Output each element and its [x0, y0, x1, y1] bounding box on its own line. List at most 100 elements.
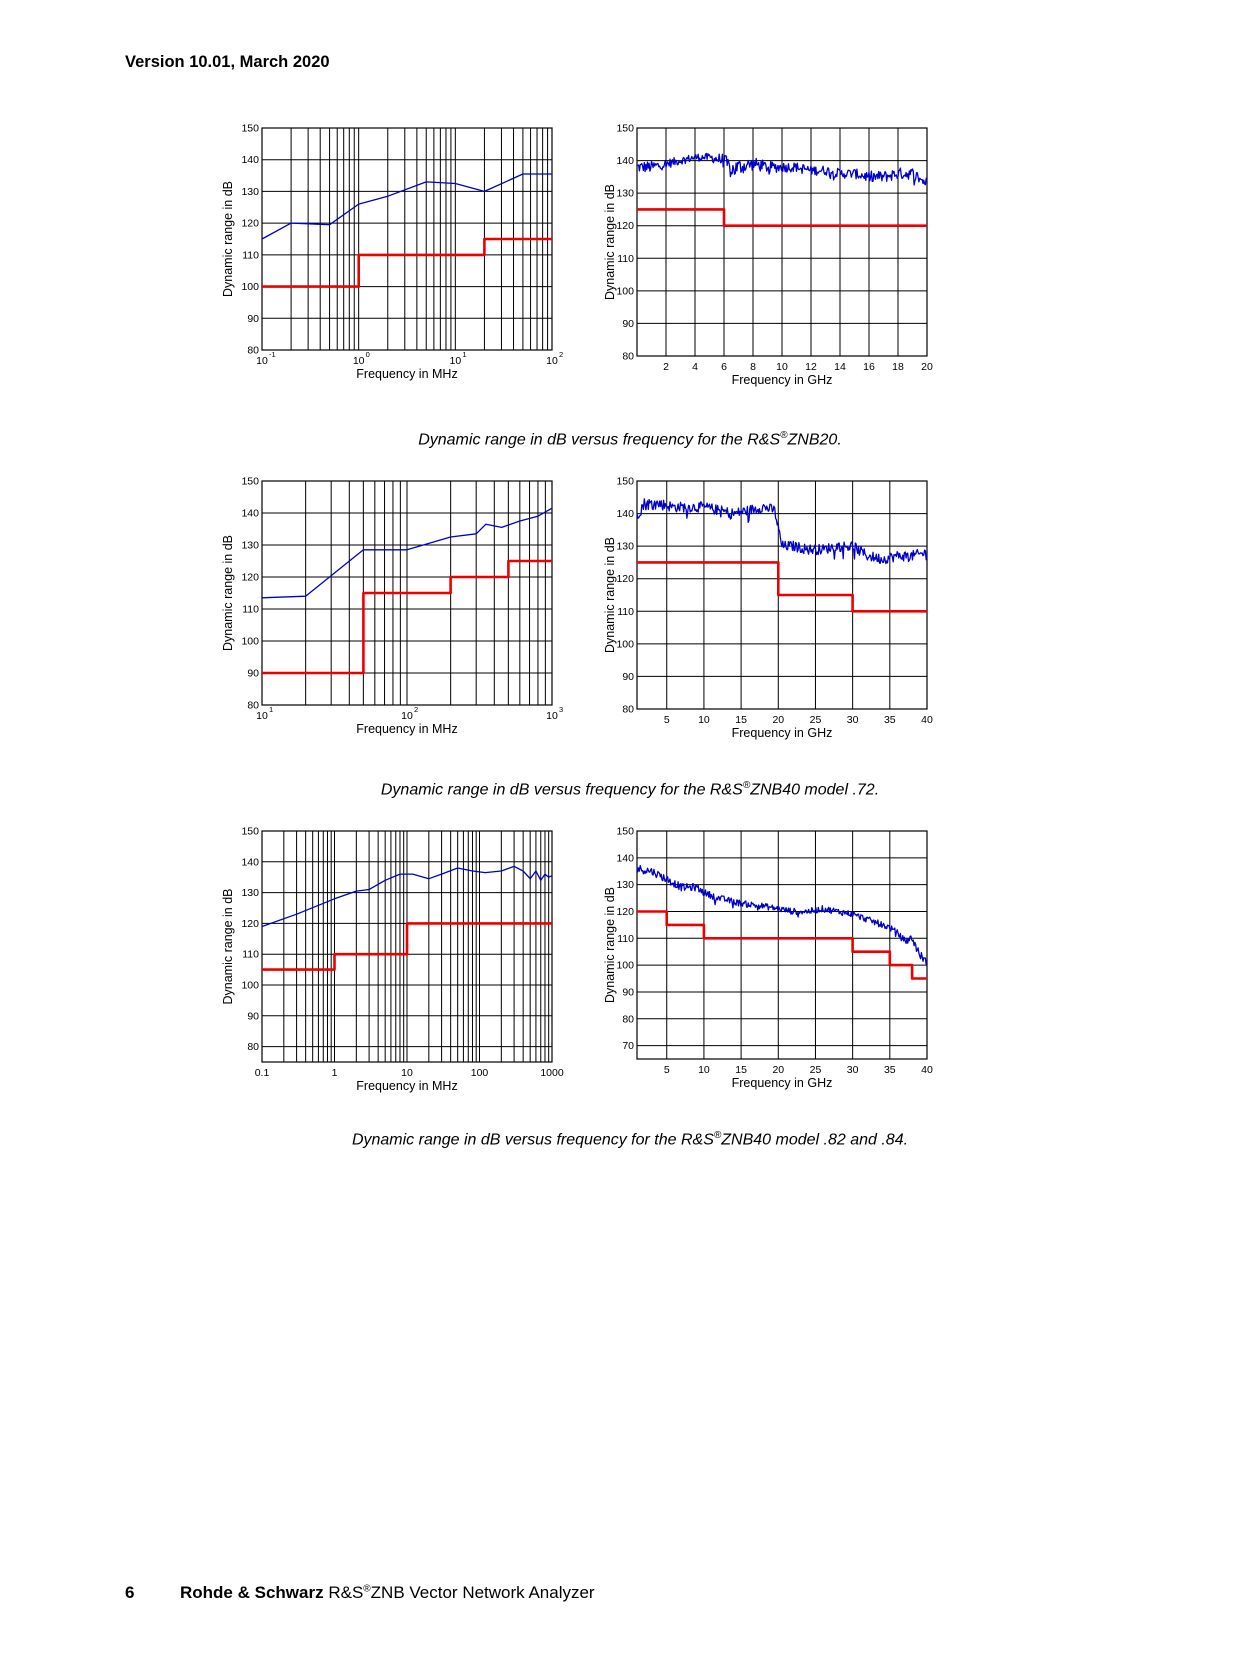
y-tick-label: 100 [616, 960, 634, 972]
figure-caption-znb40-72: Dynamic range in dB versus frequency for… [0, 780, 1241, 799]
x-tick-label: 1000 [540, 1067, 564, 1079]
y-tick-label: 110 [242, 949, 259, 961]
chart-znb20-ghz: 80 90 100 110 120 130 140 150 2 4 6 8 10 12 14 16 18 20 Fr… [602, 123, 1002, 410]
plot-frame [261, 480, 553, 706]
y-tick-label: 130 [241, 186, 259, 198]
plot-frame [636, 830, 928, 1060]
y-tick-label: 150 [616, 476, 634, 488]
caption-text: Dynamic range in dB versus frequency for… [418, 431, 781, 449]
plot-frame [636, 127, 928, 357]
x-tick-label: 10 [698, 1064, 710, 1076]
caption-text: Dynamic range in dB versus frequency for… [380, 781, 743, 799]
caption-text: ZNB40 model .72. [750, 781, 880, 799]
page-footer: 6 Rohde & Schwarz R&S®ZNB Vector Network … [125, 1583, 595, 1603]
x-tick-label: 8 [750, 361, 756, 373]
chart-znb40-82-mhz: 80 90 100 110 120 130 140 150 0.1 1 10 100 1000 Frequ… [220, 826, 600, 1113]
y-tick-label: 120 [616, 573, 634, 585]
y-tick-label: 100 [241, 980, 259, 992]
measured-line [636, 152, 928, 186]
x-tick-label: 25 [810, 714, 822, 726]
y-tick-label: 90 [247, 313, 259, 325]
y-tick-label: 110 [617, 253, 634, 265]
y-tick-label: 120 [241, 218, 259, 230]
y-tick-label: 110 [242, 604, 259, 616]
x-tick-label: 10 [449, 355, 461, 367]
x-tick-label: 10 [256, 355, 268, 367]
y-axis-label: Dynamic range in dB [603, 537, 617, 653]
chart-znb40-72-mhz: 80 90 100 110 120 130 140 150 10 1 10 2 10 3 Frequency… [220, 476, 600, 763]
y-tick-label: 90 [622, 986, 634, 998]
y-tick-label: 150 [241, 123, 259, 135]
y-tick-label: 130 [616, 541, 634, 553]
x-axis-label: Frequency in MHz [356, 1079, 457, 1093]
y-axis-label: Dynamic range in dB [221, 181, 235, 297]
x-tick-label: 100 [471, 1067, 489, 1079]
y-tick-label: 140 [241, 856, 259, 868]
x-tick-label: 25 [810, 1064, 822, 1076]
measured-line [261, 173, 552, 240]
y-tick-label: 80 [247, 700, 259, 712]
x-tick-label: 18 [892, 361, 904, 373]
registered-mark: ® [363, 1583, 371, 1595]
y-axis-label: Dynamic range in dB [603, 184, 617, 300]
y-tick-label: 120 [241, 572, 259, 584]
x-tick-exponent: -1 [269, 350, 276, 359]
y-tick-label: 80 [622, 704, 634, 716]
measured-line [261, 507, 553, 599]
chart-svg: 80 90 100 110 120 130 140 150 2 4 6 8 10 12 14 16 18 20 Fr… [603, 123, 933, 388]
page-header-version: Version 10.01, March 2020 [125, 53, 330, 71]
y-tick-label: 120 [616, 906, 634, 918]
footer-brand: Rohde & Schwarz [180, 1583, 324, 1602]
y-tick-label: 110 [617, 933, 634, 945]
registered-mark: ® [742, 780, 751, 791]
measured-line [636, 864, 928, 966]
y-tick-label: 80 [622, 1013, 634, 1025]
x-tick-label: 35 [884, 1064, 896, 1076]
y-tick-label: 130 [241, 540, 259, 552]
x-tick-label: 10 [698, 714, 710, 726]
x-tick-label: 10 [546, 355, 558, 367]
x-tick-label: 15 [735, 1064, 747, 1076]
x-tick-label: 10 [776, 361, 788, 373]
x-tick-label: 35 [884, 714, 896, 726]
y-axis-label: Dynamic range in dB [603, 887, 617, 1003]
chart-znb40-82-ghz: 70 80 90 100 110 120 130 140 150 5 10 15 20 25 30 35 40 F… [602, 826, 1002, 1113]
page-number: 6 [125, 1583, 135, 1602]
y-axis-label: Dynamic range in dB [221, 888, 235, 1004]
x-tick-label: 10 [401, 1067, 413, 1079]
y-tick-label: 100 [616, 638, 634, 650]
plot-frame [636, 480, 928, 710]
caption-text: ZNB20. [787, 431, 842, 449]
figure-caption-znb20: Dynamic range in dB versus frequency for… [0, 430, 1241, 449]
chart-svg: 8090100110120130140150101102103Frequency… [221, 476, 563, 737]
spec-limit-line [262, 922, 552, 971]
x-tick-label: 10 [353, 355, 365, 367]
y-tick-label: 130 [616, 879, 634, 891]
registered-mark: ® [713, 1130, 722, 1141]
spec-limit-line [637, 910, 927, 980]
y-tick-label: 120 [241, 918, 259, 930]
x-tick-label: 4 [692, 361, 698, 373]
y-tick-label: 140 [616, 852, 634, 864]
x-axis-label: Frequency in GHz [732, 726, 833, 740]
x-tick-exponent: 2 [414, 705, 418, 714]
y-tick-label: 100 [616, 285, 634, 297]
registered-mark: ® [780, 430, 788, 441]
y-tick-label: 150 [241, 826, 259, 838]
y-tick-label: 100 [241, 281, 259, 293]
x-tick-label: 16 [863, 361, 875, 373]
x-tick-exponent: 0 [366, 350, 370, 359]
x-axis-label: Frequency in GHz [732, 373, 833, 387]
x-tick-label: 12 [805, 361, 817, 373]
chart-svg: 70 80 90 100 110 120 130 140 150 5 10 15 20 25 30 35 40 F… [603, 826, 933, 1091]
figure-caption-znb40-82: Dynamic range in dB versus frequency for… [0, 1130, 1241, 1149]
caption-text: ZNB40 model .82 and .84. [721, 1131, 909, 1149]
x-tick-label: 5 [664, 714, 670, 726]
x-tick-label: 10 [401, 710, 413, 722]
x-axis-label: Frequency in MHz [356, 367, 457, 381]
x-tick-label: 5 [664, 1064, 670, 1076]
x-tick-label: 20 [772, 714, 784, 726]
x-axis-label: Frequency in MHz [356, 722, 457, 736]
y-tick-label: 110 [617, 606, 634, 618]
x-tick-label: 15 [735, 714, 747, 726]
